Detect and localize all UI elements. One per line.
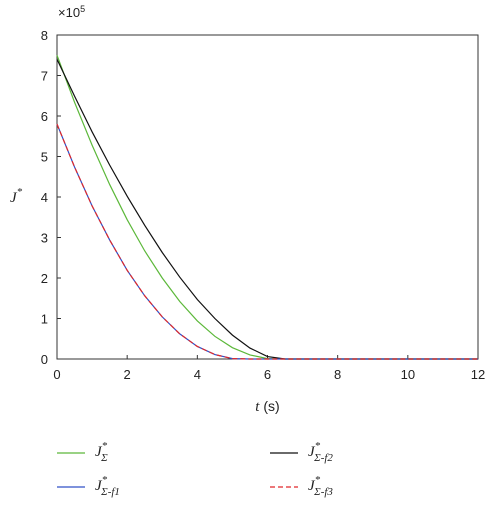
y-tick-label: 6 bbox=[41, 109, 48, 124]
legend-label: J* Σ bbox=[95, 440, 108, 464]
y-tick-label: 4 bbox=[41, 190, 48, 205]
y-axis-label: J* bbox=[10, 186, 23, 206]
x-tick-label: 10 bbox=[401, 367, 415, 382]
y-tick-label: 7 bbox=[41, 69, 48, 84]
x-tick-label: 2 bbox=[124, 367, 131, 382]
y-multiplier-exponent: 5 bbox=[80, 4, 85, 14]
legend-label: J* Σ-f1 bbox=[95, 474, 120, 498]
series-line bbox=[56, 55, 478, 360]
x-tick-label: 8 bbox=[334, 367, 341, 382]
y-tick-label: 2 bbox=[41, 271, 48, 286]
y-tick-label: 0 bbox=[41, 352, 48, 367]
y-multiplier: ×105 bbox=[58, 4, 85, 20]
x-tick-label: 4 bbox=[194, 367, 201, 382]
y-tick-label: 3 bbox=[41, 231, 48, 246]
legend-label: J* Σ-f3 bbox=[308, 474, 333, 498]
x-tick-label: 6 bbox=[264, 367, 271, 382]
y-tick-label: 5 bbox=[41, 150, 48, 165]
legend-label: J* Σ-f2 bbox=[308, 440, 333, 464]
x-tick-label: 0 bbox=[53, 367, 60, 382]
plot-frame bbox=[56, 34, 479, 360]
series-line bbox=[56, 123, 478, 360]
y-multiplier-base: ×10 bbox=[58, 5, 80, 20]
x-axis-label: t (s) bbox=[255, 398, 279, 415]
y-tick-label: 8 bbox=[41, 28, 48, 43]
x-tick-label: 12 bbox=[471, 367, 485, 382]
y-tick-label: 1 bbox=[41, 312, 48, 327]
series-line bbox=[56, 123, 478, 360]
series-line bbox=[56, 59, 478, 360]
